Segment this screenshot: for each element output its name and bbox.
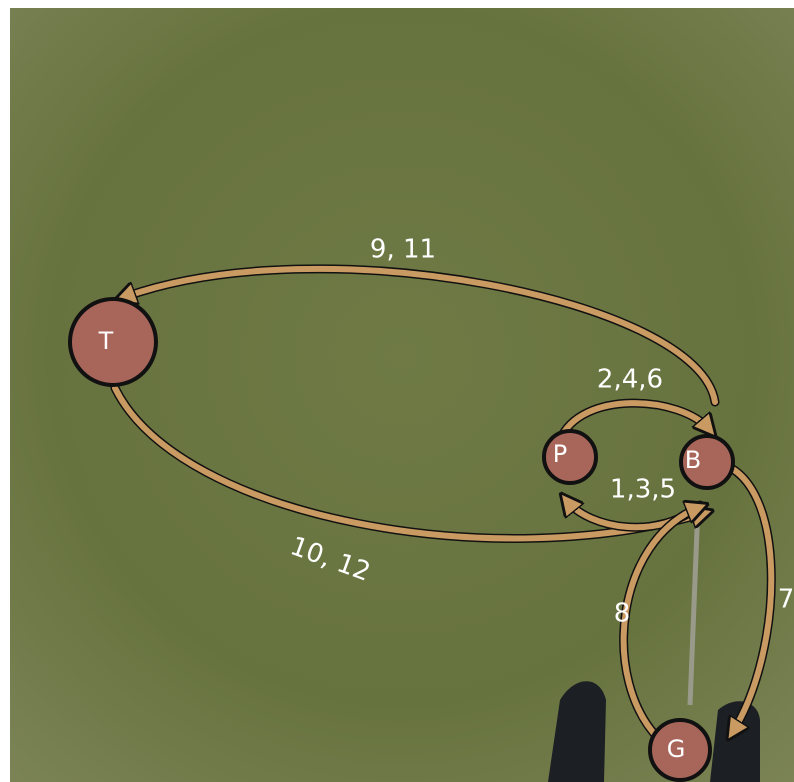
pole — [687, 504, 701, 706]
arrow — [112, 385, 705, 542]
arrows — [112, 264, 776, 745]
arrow — [709, 459, 775, 733]
node-label: B — [685, 446, 701, 474]
nodes: T P B G — [68, 297, 735, 782]
node — [648, 718, 712, 782]
left-shoe — [548, 681, 606, 782]
edge-label: 7 — [778, 585, 794, 615]
arrow — [122, 265, 718, 405]
grass-background — [10, 8, 794, 782]
node — [542, 429, 598, 485]
edge-label: 2,4,6 — [597, 365, 663, 395]
edge-label: 9, 11 — [370, 235, 436, 265]
edge-label: 8 — [614, 599, 631, 629]
edge-label: 1,3,5 — [610, 475, 676, 505]
node-label: G — [667, 735, 686, 763]
arrow — [557, 400, 710, 443]
arrow — [620, 507, 700, 743]
node-label: T — [98, 327, 114, 355]
node — [679, 434, 735, 490]
node-label: P — [553, 440, 567, 468]
node — [68, 297, 158, 387]
